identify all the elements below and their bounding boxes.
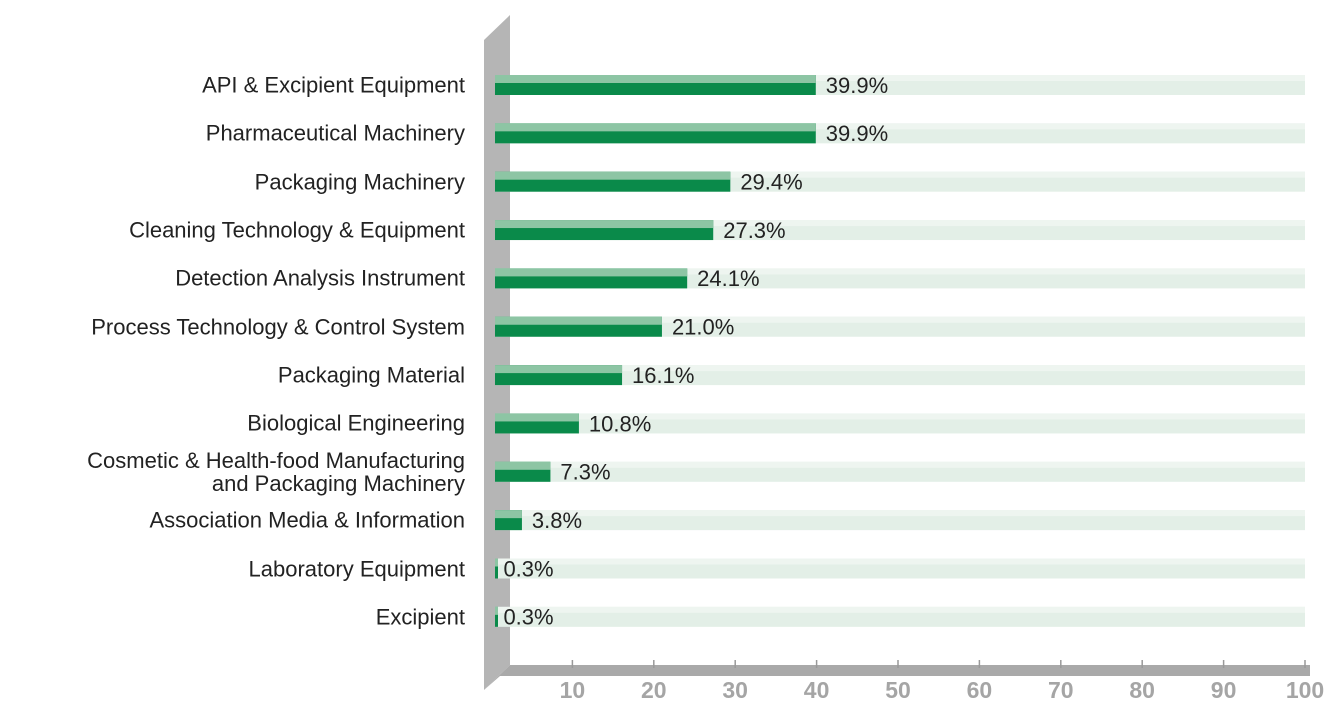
value-label: 16.1% (632, 363, 694, 388)
category-label: Laboratory Equipment (248, 556, 465, 581)
value-label: 21.0% (672, 315, 734, 340)
bar-track-top (495, 365, 1305, 372)
bar (495, 558, 498, 579)
x-tick-label: 100 (1286, 677, 1324, 703)
bar-track-top (495, 220, 1305, 227)
value-label: 39.9% (826, 121, 888, 146)
bar-highlight (495, 268, 688, 277)
bar-track-top (495, 558, 1305, 565)
bar-track-top (495, 606, 1305, 613)
value-label: 0.3% (503, 556, 553, 581)
bar-highlight (495, 75, 816, 83)
value-label: 39.9% (826, 73, 888, 98)
bar-track-top (495, 123, 1305, 130)
bar-highlight (495, 558, 498, 567)
bar-highlight (495, 606, 498, 615)
bar-track-top (495, 461, 1305, 468)
category-label: Association Media & Information (149, 507, 466, 533)
bar-highlight (495, 510, 522, 519)
bar-highlight (495, 171, 731, 180)
bar-highlight (495, 123, 816, 132)
category-label: Excipient (375, 604, 465, 630)
x-tick-label: 80 (1129, 677, 1155, 703)
x-tick-label: 20 (641, 677, 667, 703)
bar-highlight (495, 220, 714, 229)
category-label: Cleaning Technology & Equipment (129, 217, 465, 243)
x-tick-label: 60 (967, 677, 993, 703)
floor (484, 665, 1310, 690)
bar-track-top (495, 75, 1305, 81)
category-label: Process Technology & Control System (91, 314, 465, 340)
bar-track-top (495, 171, 1305, 178)
x-tick-label: 50 (885, 677, 911, 703)
x-tick-label: 10 (560, 677, 586, 703)
bar-highlight (495, 316, 662, 325)
value-label: 7.3% (560, 460, 610, 485)
bar-track-top (495, 510, 1305, 517)
category-label: Packaging Machinery (254, 169, 465, 195)
bar-highlight (495, 461, 551, 470)
value-label: 3.8% (532, 508, 582, 533)
value-label: 0.3% (503, 605, 553, 630)
bar-track-top (495, 413, 1305, 420)
bar-highlight (495, 413, 579, 422)
value-label: 24.1% (697, 266, 759, 291)
bar-track-top (495, 316, 1305, 323)
category-label: Detection Analysis Instrument (175, 265, 465, 291)
bar-track-top (495, 268, 1305, 275)
category-label: API & Excipient Equipment (202, 72, 465, 98)
value-label: 10.8% (589, 411, 651, 436)
x-tick-label: 90 (1211, 677, 1237, 703)
x-tick-label: 30 (722, 677, 748, 703)
category-label: Pharmaceutical Machinery (205, 120, 465, 146)
category-label: Cosmetic & Health-food Manufacturing and… (87, 447, 465, 496)
category-label: Packaging Material (277, 362, 465, 388)
bar (495, 606, 498, 627)
bar-highlight (495, 365, 623, 374)
category-label: Biological Engineering (247, 410, 465, 436)
value-label: 29.4% (740, 170, 802, 195)
value-label: 27.3% (723, 218, 785, 243)
x-tick-label: 70 (1048, 677, 1074, 703)
x-tick-label: 40 (804, 677, 830, 703)
left-wall (484, 15, 510, 690)
